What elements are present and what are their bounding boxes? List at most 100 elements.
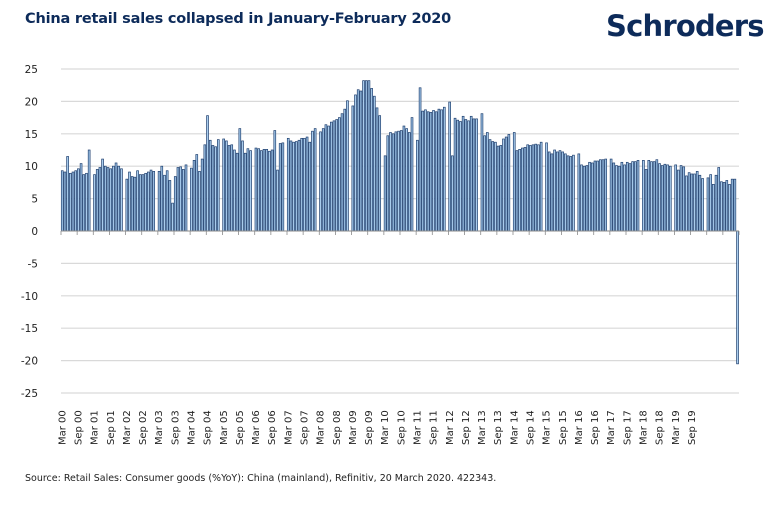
bar — [138, 174, 142, 232]
y-tick-label: 5 — [31, 194, 38, 206]
x-tick-label: Mar 16 — [574, 410, 585, 445]
bar — [356, 89, 360, 232]
bar — [679, 165, 683, 232]
bar — [391, 133, 395, 232]
bar — [733, 178, 737, 232]
bar — [254, 147, 258, 232]
bar — [378, 115, 382, 232]
bar — [663, 163, 667, 232]
x-tick-label: Sep 14 — [525, 410, 536, 445]
bar — [367, 80, 371, 232]
bar — [577, 153, 581, 232]
bar — [660, 165, 664, 232]
bar — [709, 174, 712, 232]
x-tick-label: Mar 14 — [509, 410, 520, 445]
bar — [335, 119, 338, 232]
bar — [165, 170, 169, 232]
bar — [615, 165, 618, 232]
bar — [650, 161, 653, 232]
bar — [628, 163, 632, 232]
bar — [418, 87, 422, 232]
y-tick-label: 0 — [31, 226, 38, 238]
x-axis — [60, 230, 740, 235]
bar — [437, 108, 441, 232]
bar — [408, 132, 411, 232]
bar — [442, 106, 446, 232]
bar — [179, 166, 182, 232]
x-tick-label: Sep 15 — [558, 410, 569, 445]
bar — [499, 145, 503, 232]
bar — [472, 118, 476, 232]
y-axis-ticks: 25 20 15 10 5 0 -5 -10 -15 -20 -25 — [21, 64, 38, 400]
bar — [225, 140, 228, 232]
x-tick-label: Sep 07 — [299, 410, 310, 445]
bar — [103, 165, 107, 232]
bar — [634, 161, 637, 232]
x-tick-label: Mar 04 — [186, 410, 197, 445]
bar — [561, 151, 564, 232]
bar — [130, 176, 134, 232]
bar — [599, 159, 602, 232]
bar — [504, 136, 508, 232]
x-tick-label: Mar 12 — [445, 410, 456, 445]
bar — [114, 162, 118, 232]
x-tick-label: Mar 03 — [154, 410, 165, 445]
bar — [682, 166, 686, 232]
bar — [338, 117, 341, 232]
bar — [324, 124, 328, 232]
bar — [141, 174, 145, 232]
bar — [512, 132, 516, 232]
bar — [593, 160, 597, 232]
bar — [625, 161, 629, 232]
bar — [332, 120, 336, 232]
bar — [297, 139, 301, 232]
bar — [136, 170, 139, 232]
bar — [260, 150, 263, 232]
bar — [190, 167, 193, 232]
bar — [389, 132, 392, 232]
bar — [601, 159, 605, 232]
bar — [117, 165, 121, 232]
bar — [486, 132, 489, 232]
x-tick-label: Sep 16 — [590, 410, 601, 445]
bar — [246, 148, 250, 232]
bar — [95, 169, 99, 232]
bar — [582, 165, 586, 232]
bar — [82, 174, 86, 232]
x-tick-label: Sep 06 — [267, 410, 278, 445]
bar — [329, 121, 333, 232]
bar — [362, 80, 365, 232]
bar — [429, 112, 433, 232]
y-tick-label: 10 — [25, 161, 38, 173]
bar — [289, 140, 293, 232]
bar — [701, 178, 704, 232]
bar — [518, 149, 521, 232]
bar — [98, 167, 102, 232]
bar — [631, 161, 634, 232]
bar — [305, 136, 309, 232]
bar — [214, 146, 217, 232]
y-tick-label: -10 — [21, 291, 38, 303]
bar — [235, 152, 239, 232]
bar — [617, 165, 621, 232]
bar — [550, 153, 554, 232]
bar — [677, 169, 680, 232]
bar — [74, 170, 77, 232]
bar — [725, 180, 729, 232]
x-tick-label: Sep 00 — [73, 410, 84, 445]
x-tick-label: Mar 13 — [477, 410, 488, 445]
bar — [160, 165, 164, 232]
bar — [730, 178, 734, 232]
x-tick-label: Mar 10 — [380, 410, 391, 445]
x-tick-label: Mar 09 — [348, 410, 359, 445]
bar — [184, 164, 188, 232]
bar — [555, 151, 559, 232]
x-tick-label: Sep 05 — [235, 410, 246, 445]
bar — [281, 142, 285, 232]
bar — [370, 88, 373, 232]
schroders-logo: Schroders — [606, 9, 765, 43]
bar — [399, 130, 403, 232]
bar — [722, 182, 726, 232]
bar — [736, 230, 739, 365]
